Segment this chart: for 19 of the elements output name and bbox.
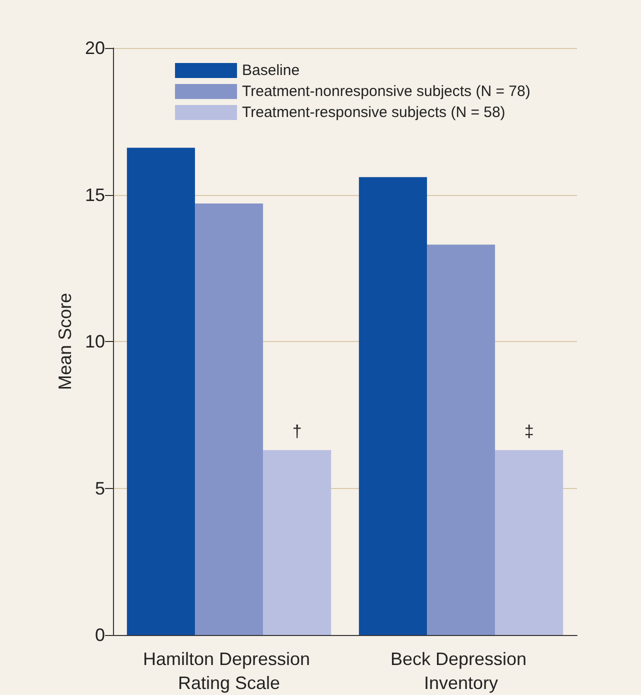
bar xyxy=(263,450,332,635)
bar xyxy=(194,204,264,635)
x-tick-label: Beck Depression Inventory xyxy=(390,649,532,693)
bar xyxy=(495,450,564,635)
legend-label: Baseline xyxy=(242,62,300,79)
y-axis-title: Mean Score xyxy=(55,292,76,390)
bar xyxy=(358,177,427,635)
y-tick-label: 0 xyxy=(94,625,105,645)
annotation: ‡ xyxy=(524,422,534,442)
y-tick-label: 10 xyxy=(84,332,105,352)
bar xyxy=(126,148,195,635)
y-tick-label: 20 xyxy=(84,38,105,58)
legend-label: Treatment-nonresponsive subjects (N = 78) xyxy=(242,83,530,100)
annotation: † xyxy=(292,422,302,442)
y-tick-label: 15 xyxy=(84,184,105,205)
legend-label: Treatment-responsive subjects (N = 58) xyxy=(242,104,506,121)
y-tick-label: 5 xyxy=(94,478,105,498)
x-tick-label: Hamilton Depression Rating Scale xyxy=(142,649,316,693)
bar xyxy=(426,244,496,635)
